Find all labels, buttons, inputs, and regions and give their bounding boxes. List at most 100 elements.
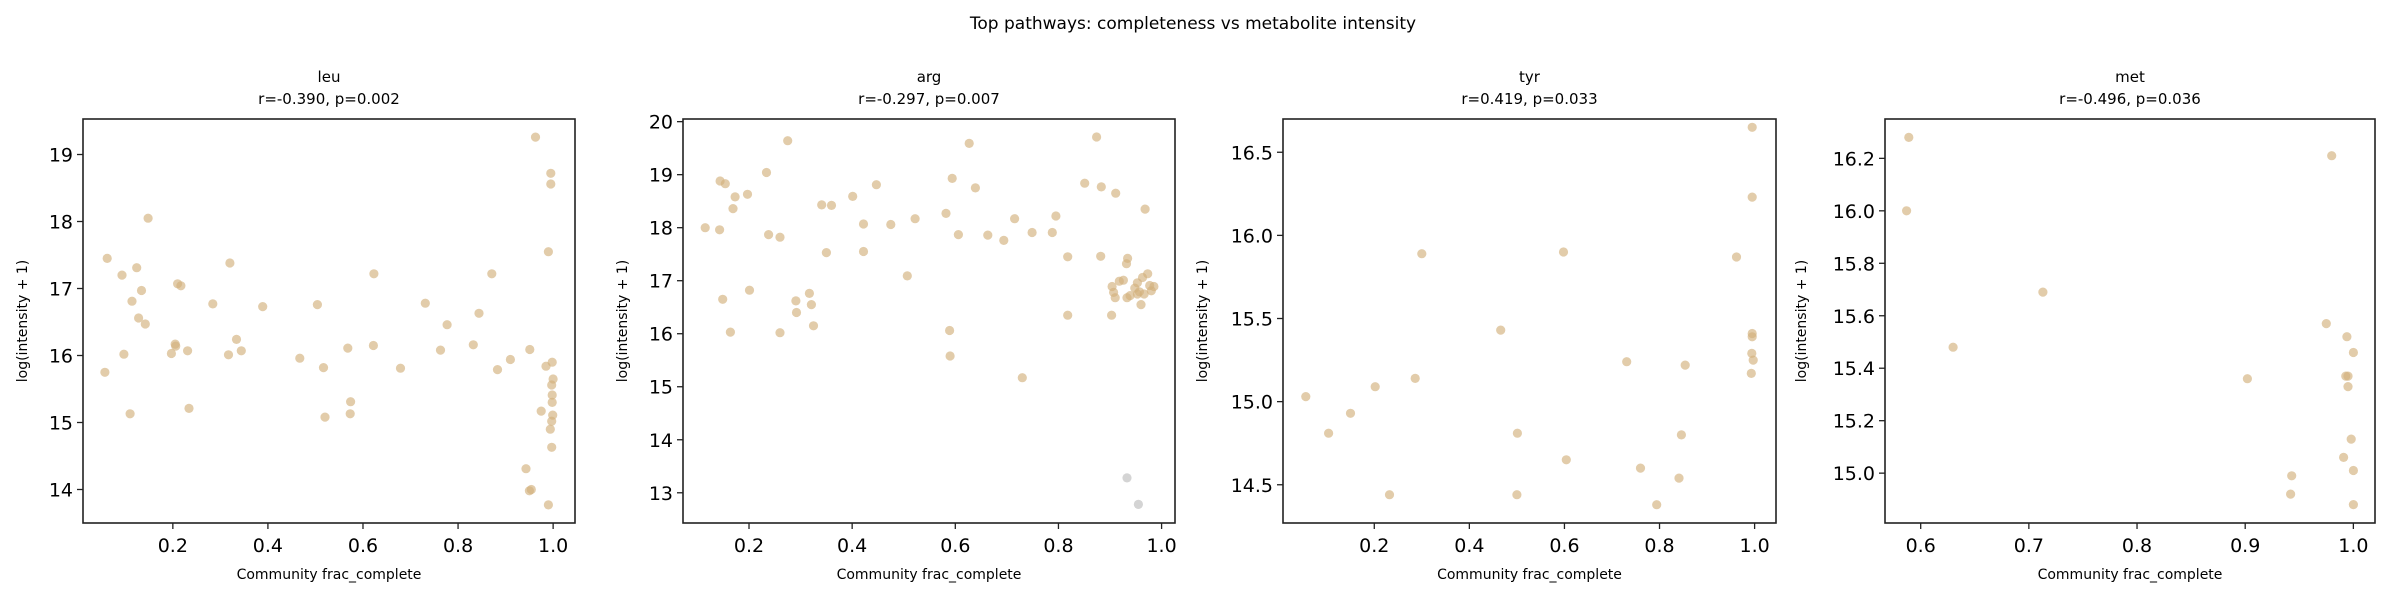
data-point (183, 346, 193, 356)
data-point (345, 409, 355, 419)
data-point (223, 350, 234, 360)
data-point (346, 397, 356, 407)
data-point (1096, 251, 1106, 261)
y-tick-label: 18 (649, 218, 673, 240)
y-axis-label: log(intensity + 1) (15, 260, 31, 383)
data-point (1010, 214, 1020, 224)
data-point (119, 349, 129, 359)
subplot-title: leu (318, 68, 341, 86)
data-point (474, 308, 484, 318)
data-point (546, 168, 556, 178)
data-point (1410, 373, 1420, 383)
data-point (1110, 293, 1120, 303)
data-point (1063, 252, 1073, 262)
data-point (725, 327, 736, 337)
data-point (369, 269, 379, 279)
data-point (945, 325, 955, 336)
data-point (1027, 227, 1037, 238)
data-point (171, 341, 181, 351)
data-point (1092, 132, 1102, 142)
data-point (543, 500, 554, 510)
y-tick-label: 16.0 (1231, 225, 1273, 247)
data-point (1680, 360, 1690, 370)
data-point (744, 285, 755, 295)
data-point (1017, 373, 1027, 383)
data-point (775, 232, 785, 242)
data-point (2321, 319, 2331, 329)
data-point (947, 173, 957, 183)
data-point (1747, 122, 1757, 132)
y-tick-label: 19 (649, 165, 673, 187)
data-point (1149, 281, 1159, 292)
data-point (808, 321, 819, 331)
data-point (1622, 357, 1632, 367)
axes-frame (1282, 118, 1777, 524)
y-tick-label: 14 (49, 480, 73, 502)
data-point (231, 334, 242, 344)
subplot-stats: r=-0.496, p=0.036 (2059, 90, 2201, 108)
data-point (1370, 382, 1380, 392)
x-tick-label: 0.6 (348, 535, 378, 557)
y-tick-label: 14.5 (1231, 475, 1273, 497)
x-tick-label: 0.8 (1644, 535, 1674, 557)
x-tick-label: 0.8 (2122, 535, 2152, 557)
x-tick-label: 1.0 (1146, 535, 1176, 557)
data-point (547, 357, 557, 367)
data-point (983, 230, 993, 240)
subplot-tyr: tyr r=0.419, p=0.033 0.2 0.4 0.6 0.8 1.0 14.5 15… (1195, 68, 1777, 583)
data-point (1051, 211, 1061, 221)
x-tick-label: 0.4 (253, 535, 283, 557)
data-point (941, 208, 951, 218)
data-point (1136, 300, 1146, 310)
data-point (700, 223, 710, 233)
y-tick-label: 15.0 (1833, 463, 1875, 485)
data-point (2343, 382, 2353, 392)
data-point (817, 200, 827, 210)
data-point (176, 281, 186, 291)
data-point (1132, 289, 1142, 299)
y-axis-label: log(intensity + 1) (1794, 260, 1810, 383)
subplot-met: met r=-0.496, p=0.036 0.6 0.7 0.8 0.9 1.0 15.0 1… (1794, 68, 2376, 583)
data-point (208, 299, 218, 309)
data-point (728, 204, 738, 214)
data-point (547, 380, 557, 390)
data-point (720, 179, 730, 189)
data-point (1731, 252, 1742, 262)
data-point (848, 191, 858, 201)
data-point (871, 180, 882, 190)
data-point (543, 247, 554, 257)
data-point (536, 406, 546, 416)
x-axis-label: Community frac_complete (837, 567, 1022, 583)
data-point (886, 219, 896, 230)
data-point (806, 300, 817, 310)
x-axis-label: Community frac_complete (2038, 567, 2223, 583)
x-tick-label: 0.4 (1454, 535, 1484, 557)
data-point (225, 258, 235, 268)
y-tick-label: 15.2 (1833, 411, 1875, 433)
subplot-title: met (2115, 68, 2145, 86)
data-point (742, 189, 753, 199)
data-point (1652, 500, 1662, 510)
data-point (804, 288, 815, 298)
data-point (521, 464, 531, 474)
data-point (783, 136, 793, 146)
data-point (547, 416, 557, 426)
data-point (1324, 428, 1334, 438)
data-point (127, 296, 137, 306)
data-point (547, 442, 557, 452)
data-point (1121, 259, 1132, 269)
data-point (1747, 332, 1757, 342)
x-tick-label: 0.2 (734, 535, 764, 557)
data-point (2346, 434, 2356, 444)
y-tick-label: 19 (49, 145, 73, 167)
data-point (1635, 463, 1646, 473)
data-point (970, 183, 981, 193)
data-point (442, 320, 452, 330)
axes-frame (1884, 118, 2376, 524)
x-tick-label: 0.4 (837, 535, 867, 557)
y-axis-label: log(intensity + 1) (615, 260, 631, 383)
y-tick-label: 13 (649, 483, 673, 505)
data-point (1111, 188, 1121, 198)
x-tick-label: 0.8 (443, 535, 473, 557)
